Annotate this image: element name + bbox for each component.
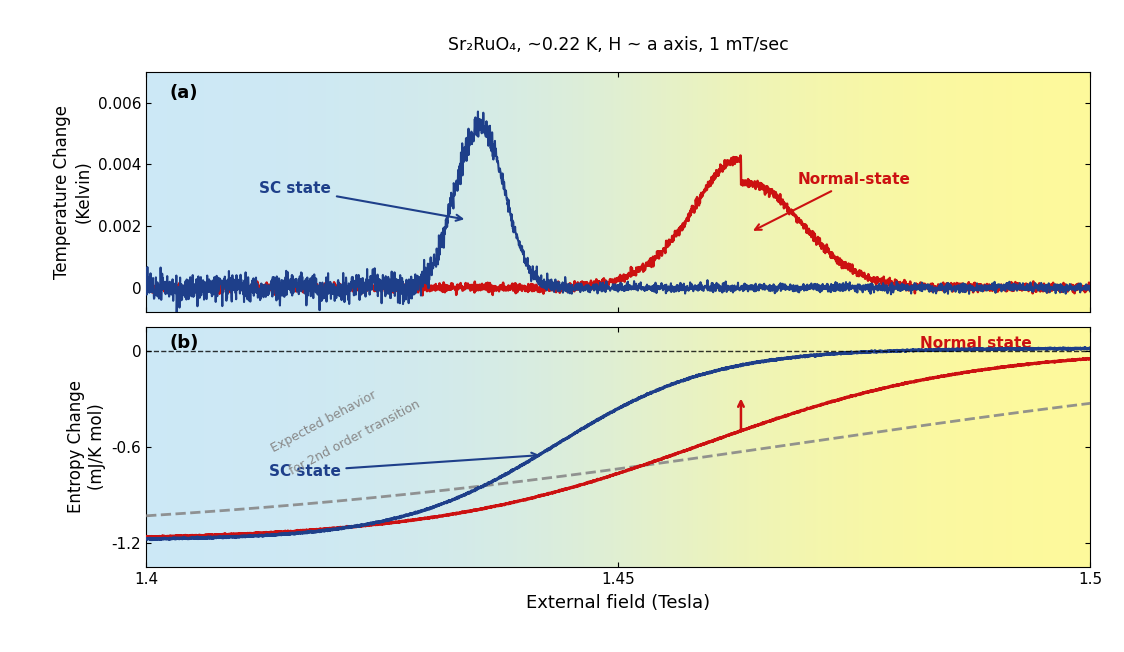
Text: (b): (b) [170,334,199,352]
Text: (a): (a) [170,83,198,102]
Text: Normal-state: Normal-state [755,172,910,230]
X-axis label: External field (Tesla): External field (Tesla) [526,594,710,612]
Text: for 2nd order transition: for 2nd order transition [288,397,423,477]
Text: SC state: SC state [269,452,537,479]
Y-axis label: Temperature Change
(Kelvin): Temperature Change (Kelvin) [54,105,92,279]
Y-axis label: Entropy Change
(mJ/K mol): Entropy Change (mJ/K mol) [67,381,106,514]
Text: Sr₂RuO₄, ~0.22 K, H ~ a axis, 1 mT/sec: Sr₂RuO₄, ~0.22 K, H ~ a axis, 1 mT/sec [447,36,789,54]
Text: SC state: SC state [260,181,462,221]
Text: Expected behavior: Expected behavior [269,388,379,454]
Text: Normal state: Normal state [921,336,1032,351]
